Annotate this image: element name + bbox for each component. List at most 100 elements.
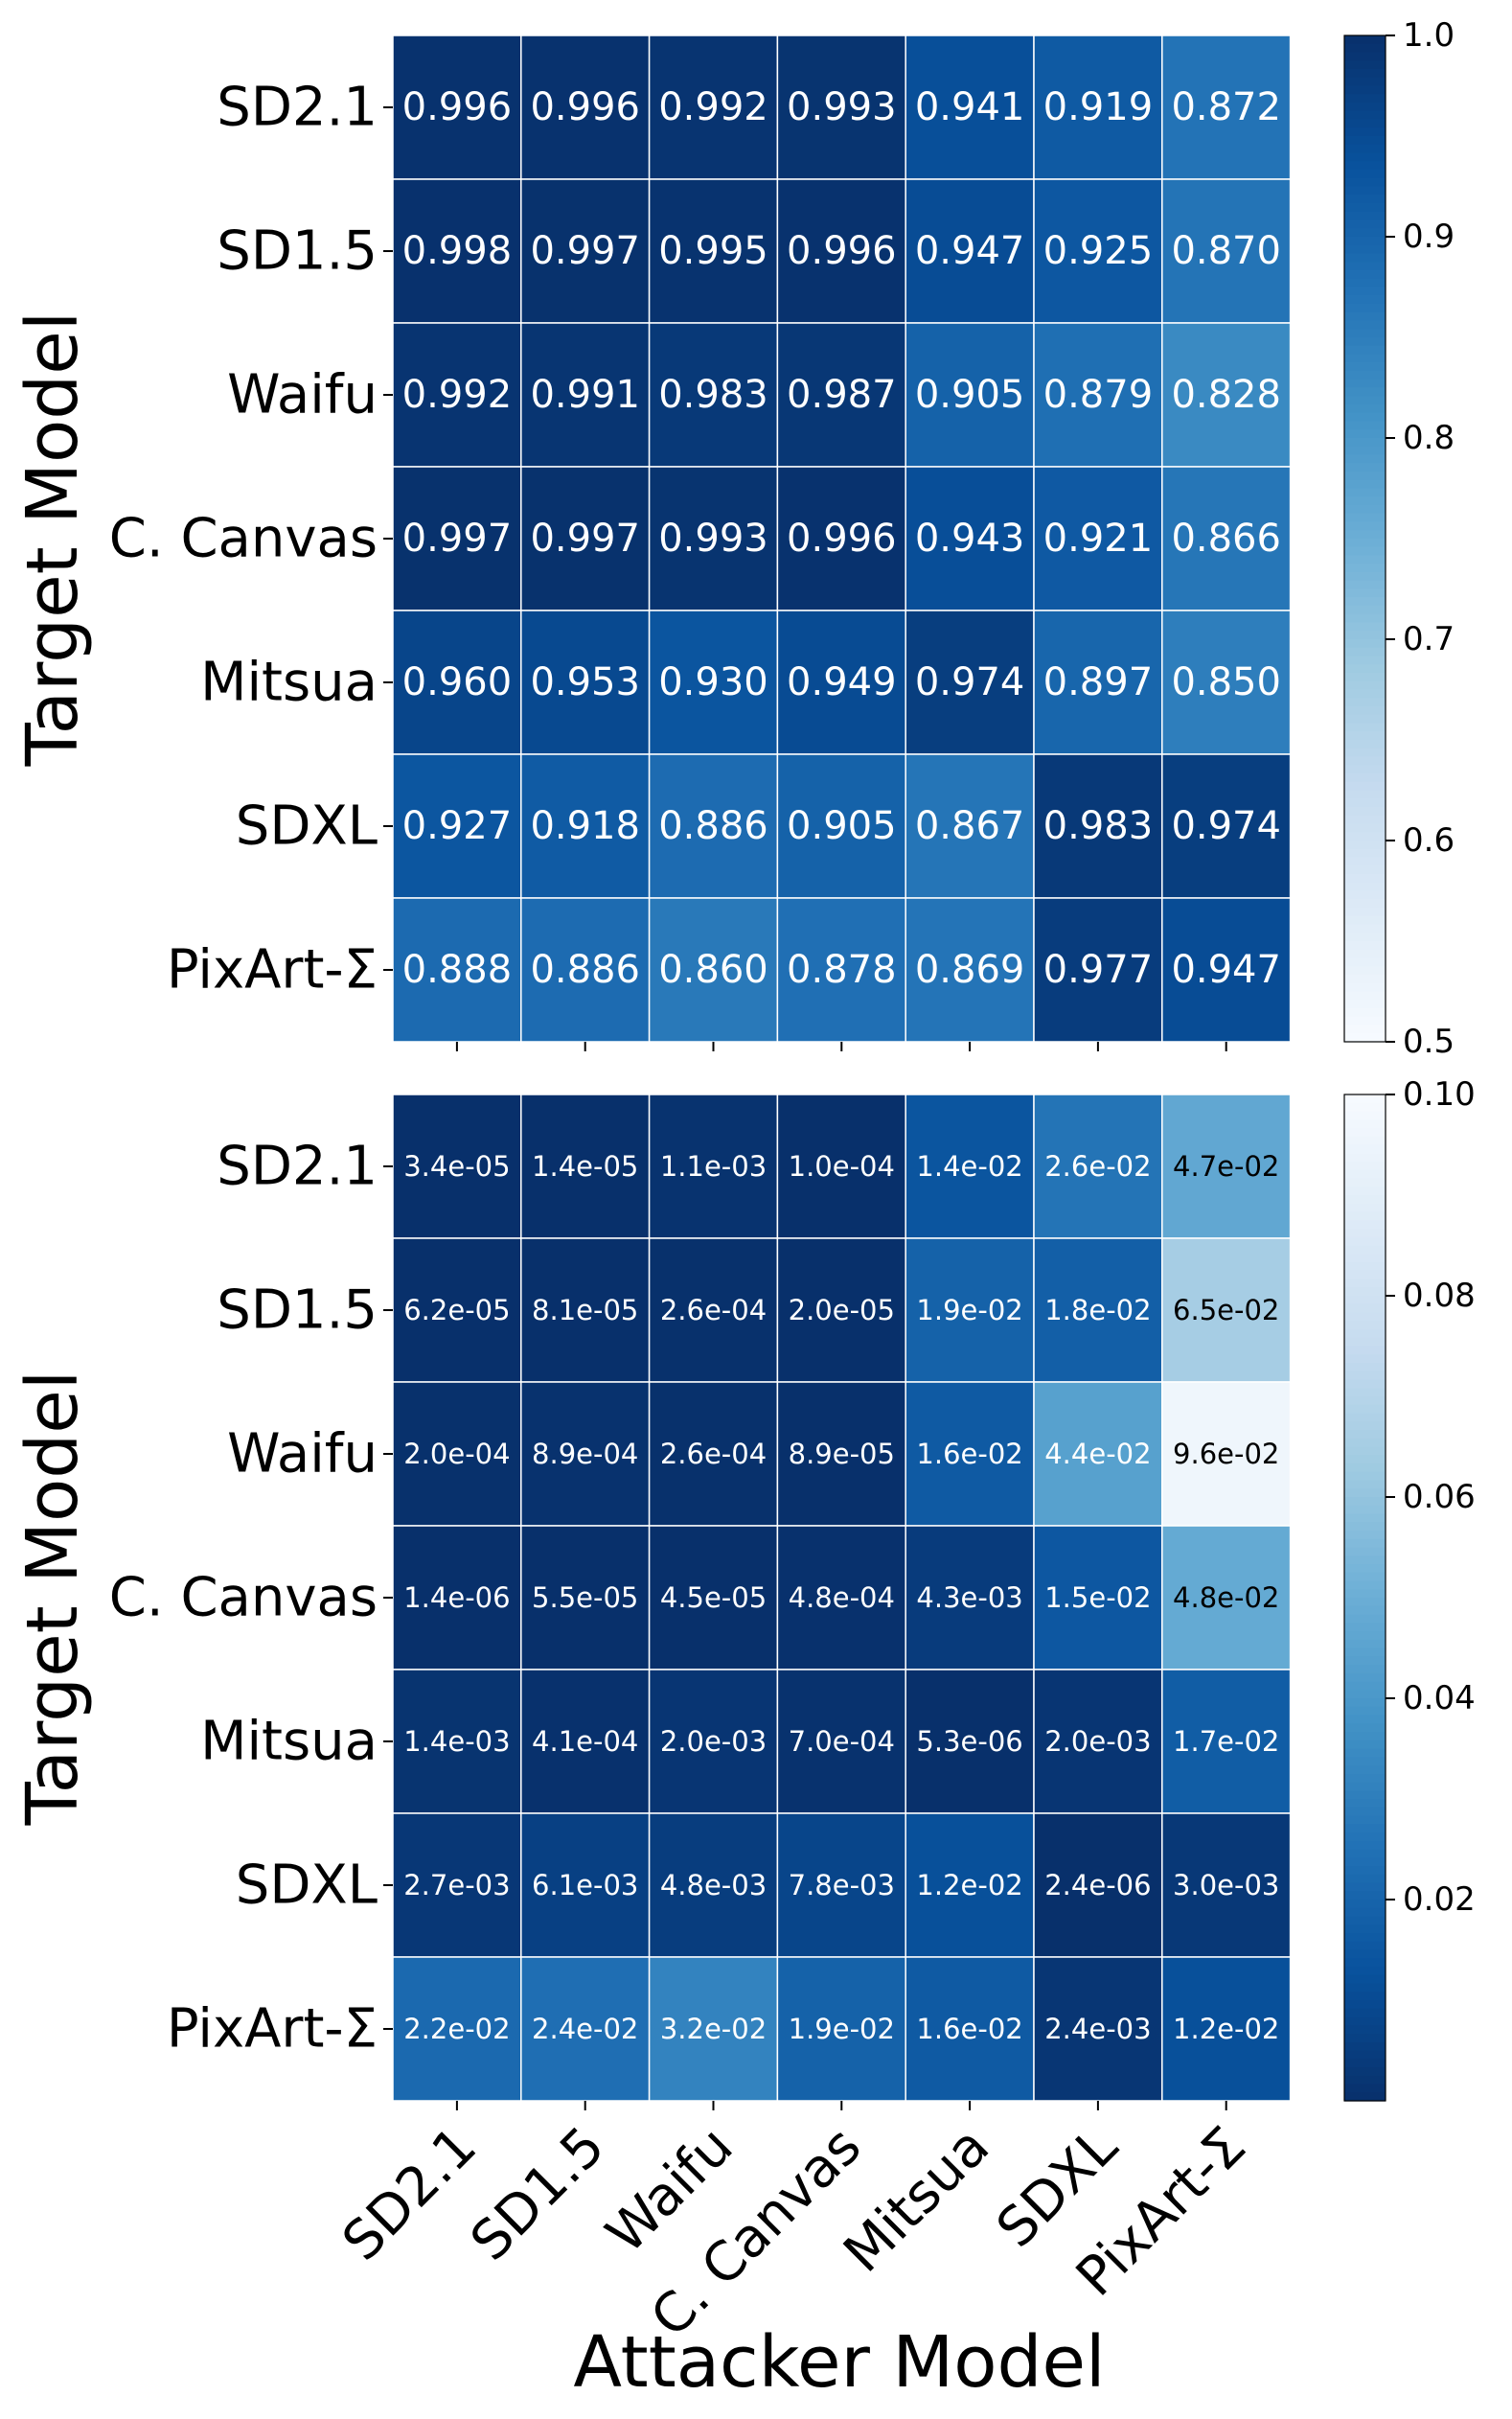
cell-value-label: 4.1e-04 — [532, 1725, 638, 1758]
cell-value-label: 7.0e-04 — [789, 1725, 895, 1758]
cell-value-label: 0.991 — [530, 373, 640, 417]
heatmap-cell — [648, 610, 779, 755]
colorbar-gradient-step — [1344, 228, 1386, 238]
colorbar-gradient-step — [1344, 1840, 1386, 1851]
colorbar-gradient-step — [1344, 2075, 1386, 2085]
cell-value-label: 0.953 — [530, 660, 640, 704]
y-tick-label: SD2.1 — [217, 77, 378, 139]
heatmap-panel-2: 3.4e-05 1.4e-05 1.1e-03 1.0e-04 1.4e-02 2.6e-… — [11, 1094, 1292, 2110]
colorbar-gradient-step — [1344, 488, 1386, 497]
heatmap-cell — [520, 1812, 651, 1958]
cell-value-label: 2.0e-04 — [403, 1438, 510, 1470]
colorbar-2: 0.02 0.04 0.06 0.08 0.10 — [1343, 1075, 1476, 2102]
heatmap-cell — [648, 1812, 779, 1958]
heatmap-cell — [392, 466, 522, 611]
cell-value-label: 0.878 — [787, 948, 897, 992]
colorbar-gradient-step — [1344, 982, 1386, 993]
colorbar-gradient-step — [1344, 1924, 1386, 1934]
cell-value-label: 0.997 — [530, 517, 640, 561]
cell-value-label: 1.8e-02 — [1044, 1294, 1151, 1326]
colorbar-gradient-step — [1344, 43, 1386, 54]
heatmap-cell — [1033, 178, 1163, 324]
colorbar-gradient-step — [1344, 908, 1386, 917]
cell-value-label: 6.2e-05 — [403, 1294, 510, 1326]
heatmap-cell — [392, 35, 522, 180]
cell-value-label: 0.897 — [1043, 660, 1154, 704]
colorbar-gradient-step — [1344, 1094, 1386, 1104]
heatmap-cell — [776, 1237, 906, 1383]
heatmap-cell — [905, 178, 1035, 324]
heatmap-cell — [1033, 1094, 1163, 1239]
colorbar-gradient-step — [1344, 262, 1386, 271]
heatmap-cell — [392, 1525, 522, 1670]
colorbar-gradient-step — [1344, 941, 1386, 951]
colorbar-gradient-step — [1344, 874, 1386, 884]
cell-value-label: 0.983 — [1043, 804, 1154, 848]
heatmap-cell — [520, 322, 651, 468]
colorbar-gradient-step — [1344, 1891, 1386, 1901]
colorbar-gradient-step — [1344, 1849, 1386, 1858]
cell-value-label: 0.850 — [1171, 660, 1281, 704]
cell-value-label: 0.941 — [915, 85, 1025, 129]
cell-value-label: 5.5e-05 — [532, 1581, 638, 1614]
colorbar-gradient-step — [1344, 244, 1386, 255]
colorbar-gradient-step — [1344, 748, 1386, 758]
cell-value-label: 0.925 — [1043, 229, 1154, 273]
cell-value-label: 8.9e-05 — [789, 1438, 895, 1470]
cell-value-label: 4.8e-02 — [1173, 1581, 1279, 1614]
cell-value-label: 0.918 — [530, 804, 640, 848]
colorbar-gradient-step — [1344, 110, 1386, 121]
heatmap-cell — [905, 1094, 1035, 1239]
heatmap-cell — [905, 1812, 1035, 1958]
heatmap-cell — [1033, 322, 1163, 468]
colorbar-gradient-step — [1344, 438, 1386, 448]
cell-value-label: 2.6e-04 — [660, 1438, 767, 1470]
cell-value-label: 2.7e-03 — [403, 1869, 510, 1901]
cell-value-label: 2.0e-03 — [660, 1725, 767, 1758]
colorbar-gradient-step — [1344, 170, 1386, 179]
colorbar-gradient-step — [1344, 1404, 1386, 1415]
colorbar-gradient-step — [1344, 2034, 1386, 2043]
colorbar-gradient-step — [1344, 463, 1386, 472]
colorbar-gradient-step — [1344, 1882, 1386, 1892]
colorbar-gradient-step — [1344, 1379, 1386, 1389]
cell-value-label: 5.3e-06 — [916, 1725, 1022, 1758]
colorbar-gradient-step — [1344, 1799, 1386, 1808]
colorbar-gradient-step — [1344, 2092, 1386, 2102]
cell-value-label: 0.993 — [658, 517, 768, 561]
cell-value-label: 0.949 — [787, 660, 897, 704]
x-tick-label: SD2.1 — [331, 2115, 489, 2273]
colorbar-gradient-step — [1344, 186, 1386, 196]
cell-value-label: 0.888 — [402, 948, 513, 992]
heatmap-cell — [905, 1237, 1035, 1383]
colorbar-gradient-step — [1344, 1941, 1386, 1951]
colorbar-tick-label: 0.04 — [1403, 1679, 1476, 1717]
colorbar-gradient-step — [1344, 857, 1386, 866]
colorbar-gradient-step — [1344, 1254, 1386, 1263]
colorbar-gradient-step — [1344, 1900, 1386, 1909]
colorbar-gradient-step — [1344, 546, 1386, 557]
colorbar-gradient-step — [1344, 656, 1386, 665]
heatmap-panel-1: 0.996 0.996 0.992 0.993 0.941 0.919 0.872 0.998… — [11, 35, 1292, 1051]
colorbar-gradient-step — [1344, 1564, 1386, 1574]
colorbar-gradient-step — [1344, 740, 1386, 749]
cell-value-label: 0.993 — [787, 85, 897, 129]
heatmap-cell — [905, 35, 1035, 180]
colorbar-gradient-step — [1344, 1229, 1386, 1238]
cell-value-label: 0.960 — [402, 660, 513, 704]
heatmap-cell — [520, 753, 651, 899]
colorbar-gradient-step — [1344, 1505, 1386, 1515]
cell-value-label: 4.8e-04 — [789, 1581, 895, 1614]
colorbar-tick-label: 0.5 — [1403, 1023, 1455, 1061]
colorbar-gradient-step — [1344, 815, 1386, 825]
colorbar-gradient-step — [1344, 1211, 1386, 1221]
colorbar-gradient-step — [1344, 631, 1386, 640]
colorbar-gradient-step — [1344, 1480, 1386, 1489]
cell-value-label: 0.886 — [530, 948, 640, 992]
colorbar-gradient-step — [1344, 572, 1386, 582]
colorbar-tick-label: 0.8 — [1403, 419, 1455, 457]
y-tick-label: Mitsua — [200, 1711, 378, 1773]
cell-value-label: 0.860 — [658, 948, 768, 992]
cell-value-label: 1.4e-03 — [403, 1725, 510, 1758]
colorbar-gradient-step — [1344, 1329, 1386, 1339]
